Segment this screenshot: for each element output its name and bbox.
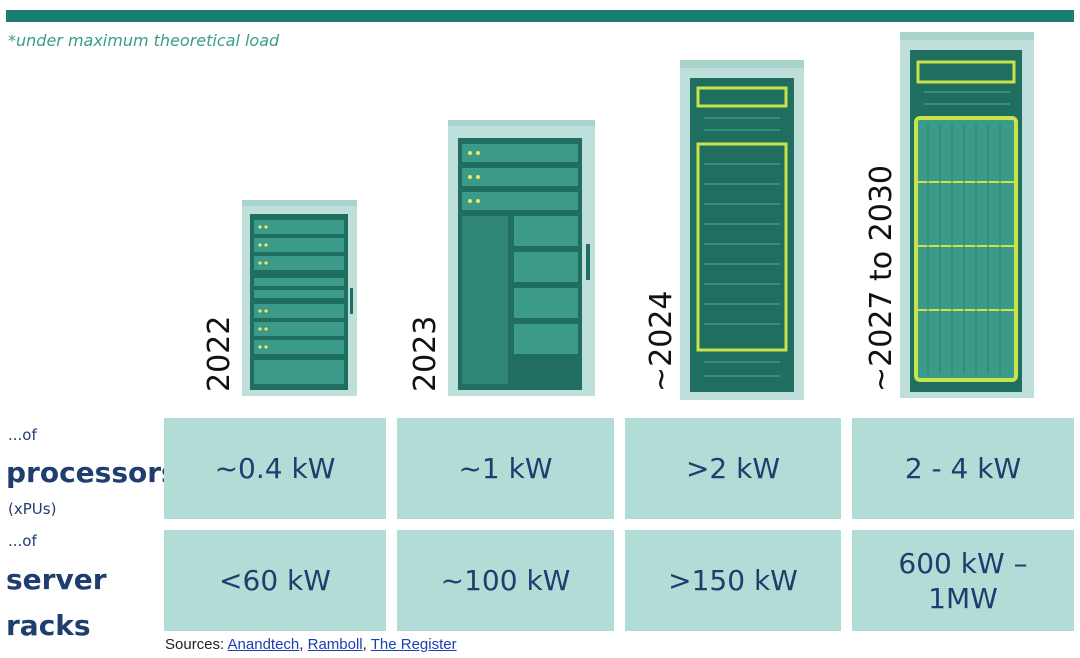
source-link-ramboll[interactable]: Ramboll	[307, 636, 363, 653]
rack-power-2024: >150 kW	[625, 530, 841, 631]
year-label-2022: 2022	[202, 315, 237, 392]
sources-prefix: Sources:	[165, 636, 225, 653]
year-label-2023: 2023	[408, 315, 443, 392]
processor-power-2022: ~0.4 kW	[164, 418, 386, 519]
sources-line: Sources: Anandtech, Ramboll, The Registe…	[165, 636, 457, 653]
cell-value: ~100 kW	[440, 564, 571, 597]
title-bar-accent	[6, 10, 1074, 22]
server-rack-2023-illustration	[448, 120, 595, 396]
processor-power-2023: ~1 kW	[397, 418, 614, 519]
row-label-racks: racks	[6, 609, 91, 642]
row-label-server: server	[6, 563, 107, 596]
rack-power-2022: <60 kW	[164, 530, 386, 631]
sources-separator: ,	[299, 636, 304, 653]
processor-power-2027-2030: 2 - 4 kW	[852, 418, 1074, 519]
source-link-the-register[interactable]: The Register	[370, 636, 457, 653]
source-link-anandtech[interactable]: Anandtech	[227, 636, 300, 653]
row-sublabel-processors: (xPUs)	[8, 500, 57, 518]
server-rack-2027-2030-illustration	[900, 32, 1034, 398]
processor-power-2024: >2 kW	[625, 418, 841, 519]
row-prefix-server-racks: ...of	[8, 532, 37, 550]
row-label-processors: processors	[6, 456, 178, 489]
year-label-2027-2030: ~2027 to 2030	[864, 164, 899, 392]
rack-power-2027-2030: 600 kW – 1MW	[852, 530, 1074, 631]
server-rack-2022-illustration	[242, 200, 357, 396]
cell-value: 2 - 4 kW	[904, 452, 1022, 485]
cell-value: ~0.4 kW	[214, 452, 336, 485]
rack-power-2023: ~100 kW	[397, 530, 614, 631]
sources-separator: ,	[362, 636, 367, 653]
cell-value-line2: 1MW	[928, 581, 998, 615]
cell-value: >2 kW	[685, 452, 781, 485]
cell-value-line1: 600 kW –	[898, 546, 1028, 580]
cell-value: <60 kW	[219, 564, 331, 597]
cell-value: >150 kW	[668, 564, 798, 597]
footnote-note: *under maximum theoretical load	[8, 31, 280, 50]
server-rack-2024-illustration	[680, 60, 804, 400]
row-prefix-processors: ...of	[8, 426, 37, 444]
cell-value: ~1 kW	[458, 452, 553, 485]
year-label-2024: ~2024	[644, 290, 679, 392]
